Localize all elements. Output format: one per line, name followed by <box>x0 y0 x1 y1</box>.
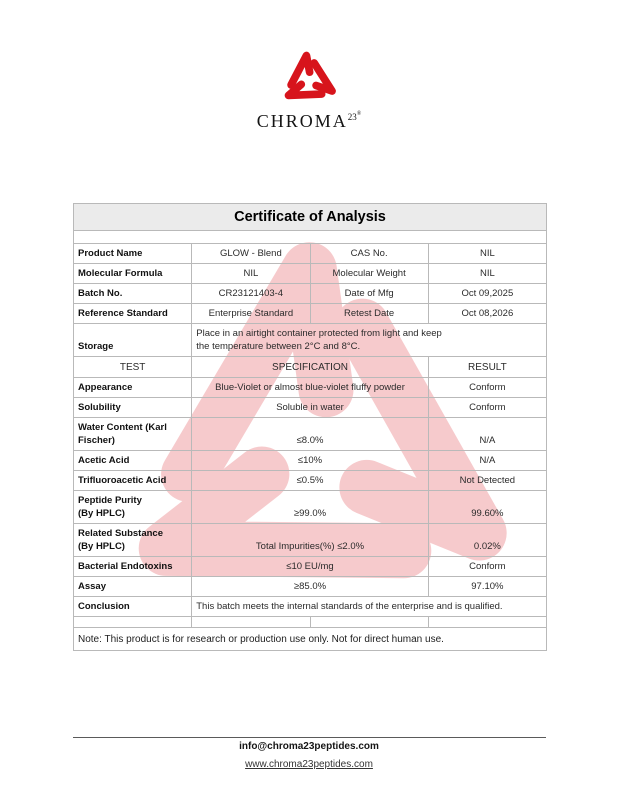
test-name: Assay <box>72 576 193 597</box>
spacer-row <box>72 616 548 628</box>
test-name: Solubility <box>72 397 193 418</box>
test-name: Acetic Acid <box>72 450 193 471</box>
info-label-2: Date of Mfg <box>309 283 429 304</box>
info-value: GLOW - Blend <box>191 243 311 264</box>
info-label-2: Molecular Weight <box>309 263 429 284</box>
info-row-batch-no: Batch No. CR23121403-4 Date of Mfg Oct 0… <box>72 283 548 304</box>
spacer-cell <box>309 616 429 628</box>
test-result: 0.02% <box>427 523 548 557</box>
info-value-2: Oct 09,2025 <box>427 283 548 304</box>
test-name: Related Substance (By HPLC) <box>72 523 193 557</box>
test-row-peptide-purity: Peptide Purity (By HPLC) ≥99.0% 99.60% <box>72 490 548 524</box>
conclusion-row: Conclusion This batch meets the internal… <box>72 596 547 617</box>
conclusion-label: Conclusion <box>72 596 193 617</box>
test-name: Trifluoroacetic Acid <box>72 470 193 491</box>
test-result: Conform <box>427 556 548 577</box>
info-value-2: NIL <box>427 263 548 284</box>
test-name: Bacterial Endotoxins <box>72 556 193 577</box>
test-row-assay: Assay ≥85.0% 97.10% <box>72 576 548 597</box>
test-spec: ≥99.0% <box>191 490 429 524</box>
spacer-cell <box>191 616 311 628</box>
info-row-product-name: Product Name GLOW - Blend CAS No. NIL <box>72 243 548 264</box>
test-spec: ≤8.0% <box>191 417 429 451</box>
spacer-row <box>73 230 547 244</box>
test-row-related-substance: Related Substance (By HPLC) Total Impuri… <box>72 523 548 557</box>
info-label-2: Retest Date <box>309 303 429 324</box>
test-row-water-content: Water Content (Karl Fischer) ≤8.0% N/A <box>72 417 548 451</box>
storage-row: Storage Place in an airtight container p… <box>72 323 547 357</box>
spacer-cell <box>427 616 548 628</box>
note-text: Note: This product is for research or pr… <box>73 627 547 651</box>
storage-label: Storage <box>72 323 193 357</box>
test-spec: ≥85.0% <box>191 576 429 597</box>
logo-block: CHROMA23® <box>0 44 618 132</box>
footer-website-row: www.chroma23peptides.com <box>0 754 618 772</box>
test-result: Conform <box>427 397 548 418</box>
info-label: Batch No. <box>72 283 193 304</box>
coa-table: Certificate of Analysis Product Name GLO… <box>72 203 548 651</box>
title-row: Certificate of Analysis <box>73 203 547 231</box>
test-spec: Blue-Violet or almost blue-violet fluffy… <box>191 377 429 398</box>
contact-email: info@chroma23peptides.com <box>239 741 379 752</box>
brand-name: CHROMA <box>256 111 348 131</box>
info-value: NIL <box>191 263 311 284</box>
test-name: Peptide Purity (By HPLC) <box>72 490 193 524</box>
test-row-appearance: Appearance Blue-Violet or almost blue-vi… <box>72 377 548 398</box>
info-label: Product Name <box>72 243 193 264</box>
info-row-reference-standard: Reference Standard Enterprise Standard R… <box>72 303 548 324</box>
info-row-molecular-formula: Molecular Formula NIL Molecular Weight N… <box>72 263 548 284</box>
test-name: Water Content (Karl Fischer) <box>72 417 193 451</box>
test-result: Conform <box>427 377 548 398</box>
columns-header-row: TEST SPECIFICATION RESULT <box>72 356 548 378</box>
test-result: N/A <box>427 417 548 451</box>
test-result: 99.60% <box>427 490 548 524</box>
chroma-logo-icon <box>284 51 336 100</box>
test-spec: ≤10 EU/mg <box>191 556 429 577</box>
spacer-cell <box>73 230 547 244</box>
note-row: Note: This product is for research or pr… <box>73 627 547 651</box>
certificate-document: Certificate of Analysis Product Name GLO… <box>72 203 548 651</box>
test-result: N/A <box>427 450 548 471</box>
test-result: 97.10% <box>427 576 548 597</box>
registered-trademark-icon: ® <box>356 111 362 117</box>
test-name: Appearance <box>72 377 193 398</box>
column-header-specification: SPECIFICATION <box>191 356 429 378</box>
info-value-2: Oct 08,2026 <box>427 303 548 324</box>
test-row-bacterial-endotoxins: Bacterial Endotoxins ≤10 EU/mg Conform <box>72 556 548 577</box>
test-spec: ≤10% <box>191 450 429 471</box>
test-row-trifluoroacetic-acid: Trifluoroacetic Acid ≤0.5% Not Detected <box>72 470 548 491</box>
website-link[interactable]: www.chroma23peptides.com <box>245 759 373 770</box>
info-value: CR23121403-4 <box>191 283 311 304</box>
info-value-2: NIL <box>427 243 548 264</box>
brand-wordmark: CHROMA23® <box>0 111 618 132</box>
storage-text: Place in an airtight container protected… <box>191 323 547 357</box>
column-header-test: TEST <box>72 356 193 378</box>
info-label-2: CAS No. <box>309 243 429 264</box>
test-row-solubility: Solubility Soluble in water Conform <box>72 397 548 418</box>
test-result: Not Detected <box>427 470 548 491</box>
test-spec: ≤0.5% <box>191 470 429 491</box>
test-spec: Total Impurities(%) ≤2.0% <box>191 523 429 557</box>
test-row-acetic-acid: Acetic Acid ≤10% N/A <box>72 450 548 471</box>
column-header-result: RESULT <box>427 356 548 378</box>
spacer-cell <box>72 616 193 628</box>
info-label: Reference Standard <box>72 303 193 324</box>
info-value: Enterprise Standard <box>191 303 311 324</box>
footer-divider <box>73 737 546 738</box>
test-spec: Soluble in water <box>191 397 429 418</box>
info-label: Molecular Formula <box>72 263 193 284</box>
conclusion-text: This batch meets the internal standards … <box>191 596 547 617</box>
page-title: Certificate of Analysis <box>73 203 547 231</box>
brand-superscript: 23 <box>347 112 357 122</box>
